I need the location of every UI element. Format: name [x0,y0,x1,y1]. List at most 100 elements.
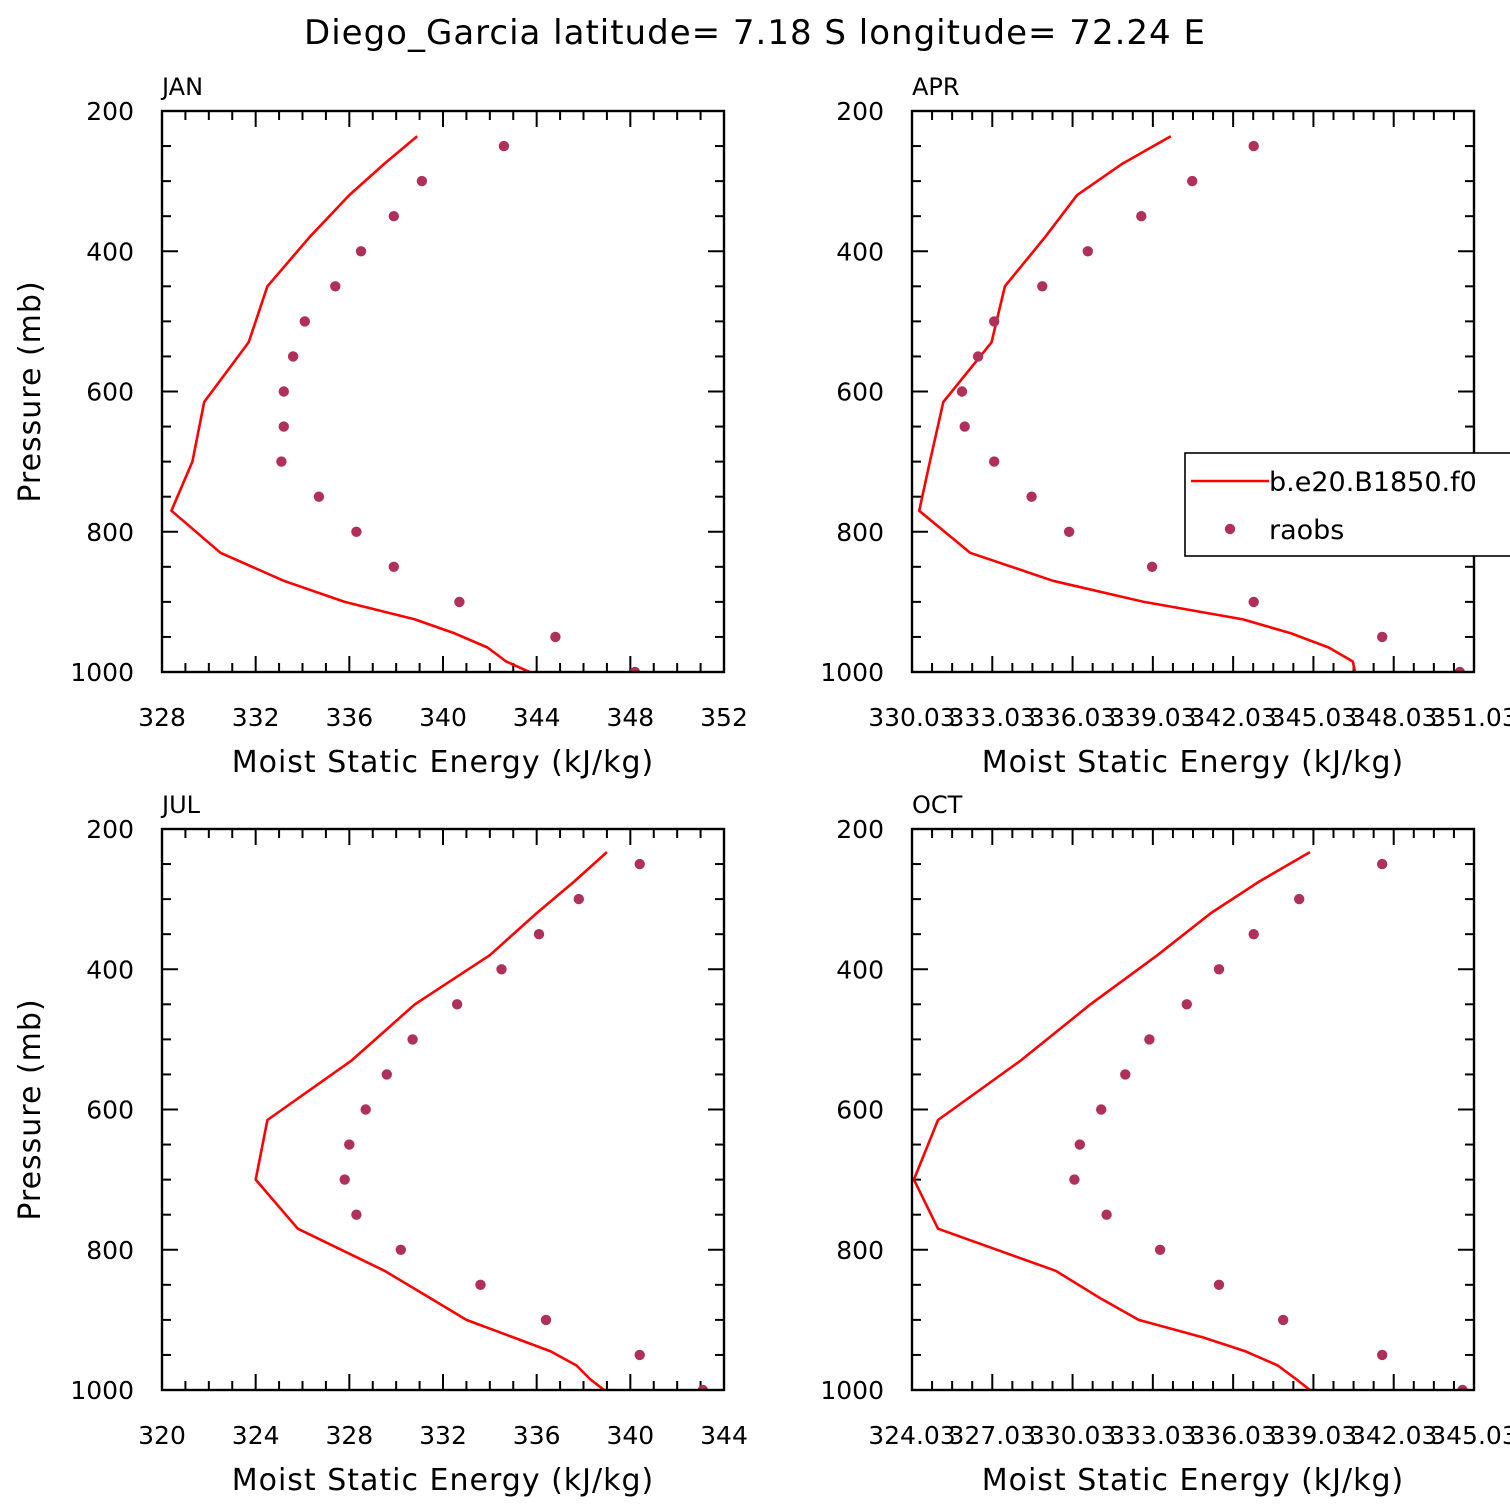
obs-point [395,1244,406,1256]
obs-point [956,386,968,397]
x-tick-label: 333.03 [949,703,1036,732]
obs-point [1377,1349,1388,1361]
panel-title-jul: JUL [160,791,201,819]
obs-point [1136,211,1147,222]
y-tick-label: 600 [86,378,134,407]
x-tick-label: 336 [513,1421,561,1450]
obs-point [1074,1139,1086,1150]
obs-point [629,666,641,672]
y-tick-label: 200 [86,815,134,844]
obs-point [451,999,463,1010]
x-tick-label: 345.03 [1430,1421,1510,1450]
obs-point [1144,1034,1155,1045]
obs-point [634,858,645,870]
obs-point [454,596,465,608]
x-tick-label: 348.03 [1350,703,1437,732]
x-tick-label: 320 [138,1421,186,1450]
x-tick-label: 327.03 [949,1421,1036,1450]
plot-frame-jan [160,109,726,674]
obs-point [1096,1104,1107,1115]
y-tick-label: 200 [836,97,884,126]
panels: JAN 328 332 336 340 344 348 352 200 400 600 800 1000… [13,73,1510,1498]
obs-point [1213,964,1225,975]
obs-point [540,1314,552,1326]
obs-point [1248,140,1259,152]
x-tick-label: 339.03 [1270,1421,1357,1450]
ticks-apr [911,110,1475,673]
obs-point [278,421,289,432]
obs-point [351,526,362,537]
obs-point [1063,526,1075,537]
y-tick-label: 800 [86,1236,134,1265]
x-tick-label: 342.03 [1350,1421,1437,1450]
x-tick-label: 340 [606,1421,654,1450]
obs-point [550,631,561,643]
ticks-jul [161,828,725,1391]
panel-jan: JAN 328 332 336 340 344 348 352 200 400 600 800 1000… [13,73,748,780]
obs-point [634,1349,645,1361]
x-tick-label: 330.03 [1029,1421,1116,1450]
obs-point [388,211,399,222]
legend-marker-swatch [1224,523,1236,535]
panel-oct: OCT324.03327.03330.03333.03336.03339.033… [820,791,1510,1498]
panel-jul: JUL 320 324 328 332 336 340 344 200 400 600 800 1000… [13,791,748,1498]
obs-point [1294,893,1305,905]
x-tick-label: 336.03 [1189,1421,1276,1450]
obs-point [972,351,984,362]
y-tick-label: 400 [836,955,884,984]
plot-area-oct [912,850,1468,1390]
obs-point [1187,175,1198,187]
obs-point [1377,858,1388,870]
x-axis-label: Moist Static Energy (kJ/kg) [232,1463,655,1498]
model-line-apr [917,135,1357,672]
obs-point [1154,1244,1166,1256]
obs-point [355,246,367,257]
obs-point [339,1174,350,1185]
model-line-jan [170,135,533,672]
x-axis-label: Moist Static Energy (kJ/kg) [982,745,1405,780]
x-tick-label: 324 [232,1421,280,1450]
y-tick-label: 800 [86,518,134,547]
obs-point [573,893,584,905]
x-tick-label: 351.03 [1430,703,1510,732]
y-tick-label: 600 [836,378,884,407]
x-axis-label: Moist Static Energy (kJ/kg) [982,1463,1405,1498]
obs-point [278,386,289,397]
panel-apr: APR330.03333.03336.03339.03342.03345.033… [820,73,1510,780]
ticks-jan [161,110,725,673]
x-tick-label: 330.03 [868,703,955,732]
obs-point [344,1139,355,1150]
x-tick-label: 344 [700,1421,748,1450]
obs-point [1248,929,1259,940]
y-tick-label: 200 [86,97,134,126]
y-tick-label: 400 [86,237,134,266]
plot-area-apr [917,135,1465,672]
obs-point [533,929,545,940]
y-tick-label: 1000 [820,658,884,687]
plot-frame-jul [160,827,726,1392]
y-tick-label: 800 [836,1236,884,1265]
x-tick-label: 348 [606,703,654,732]
model-line-oct [912,850,1313,1390]
x-tick-label: 328 [138,703,186,732]
y-axis-label: Pressure (mb) [13,280,48,502]
obs-point [498,140,510,152]
obs-point [1026,491,1037,502]
obs-point [330,281,341,292]
x-tick-label: 340 [419,703,467,732]
y-tick-label: 1000 [820,1376,884,1405]
x-tick-label: 336 [325,703,373,732]
plot-area-jul [254,851,709,1390]
panel-title-oct: OCT [912,791,963,819]
obs-point [351,1209,362,1220]
obs-point [989,316,1000,327]
obs-point [959,421,970,432]
obs-point [1248,596,1259,608]
obs-point [1120,1069,1131,1080]
y-tick-label: 400 [836,237,884,266]
legend-box [1184,452,1510,557]
y-tick-label: 1000 [70,658,134,687]
y-tick-label: 600 [86,1096,134,1125]
obs-point [1278,1314,1289,1326]
x-tick-label: 328 [325,1421,373,1450]
